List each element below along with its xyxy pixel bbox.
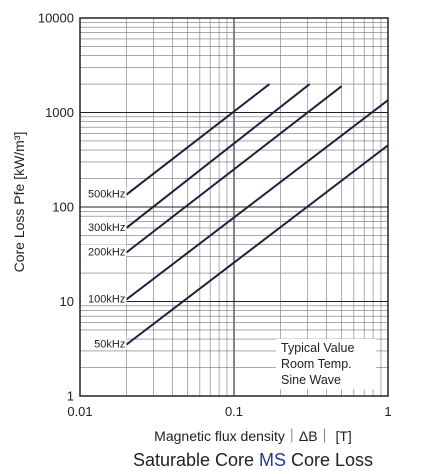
note-sine-wave: Sine Wave [281, 373, 341, 387]
plot-frame [79, 17, 389, 397]
series-label-100khz: 100kHz [88, 293, 125, 305]
series-label-300khz: 300kHz [88, 222, 125, 234]
chart-title: Saturable Core MS Core Loss [133, 450, 373, 470]
series-label-backdrop [81, 336, 127, 350]
title-accent: MS [259, 450, 286, 470]
y-tick-label: 100 [52, 200, 74, 215]
series-labels: 500kHz 300kHz 200kHz 100kHz 50kHz [81, 186, 127, 351]
series-label-50khz: 50kHz [94, 339, 125, 351]
note-room-temp: Room Temp. [281, 357, 352, 371]
x-axis-title: Magnetic flux density｜ΔB｜ [T] [154, 428, 352, 444]
series-label-backdrop [81, 291, 127, 305]
note-typical-value: Typical Value [281, 341, 354, 355]
series-lines [125, 83, 389, 346]
x-tick-label: 0.1 [225, 404, 243, 419]
series-label-backdrop [81, 186, 127, 200]
plot-grid [80, 18, 388, 396]
y-tick-label: 10000 [38, 11, 74, 26]
series-label-backdrop [81, 244, 127, 258]
title-prefix: Saturable Core [133, 450, 259, 470]
series-label-backdrop [81, 219, 127, 233]
series-label-200khz: 200kHz [88, 247, 125, 259]
series-label-500khz: 500kHz [88, 189, 125, 201]
series-line-100khz [125, 99, 389, 301]
y-axis-title: Core Loss Pfe [kW/m³] [11, 132, 27, 273]
y-tick-label: 1000 [45, 105, 74, 120]
series-line-500khz [125, 83, 271, 196]
conditions-note: Typical Value Room Temp. Sine Wave [276, 339, 376, 389]
series-line-300khz [125, 83, 311, 229]
x-tick-label: 0.01 [67, 404, 92, 419]
series-line-200khz [125, 85, 343, 254]
x-tick-label: 1 [384, 404, 391, 419]
y-tick-label: 1 [67, 389, 74, 404]
series-line-50khz [125, 144, 389, 346]
conditions-note-backdrop [276, 339, 376, 389]
y-tick-label: 10 [60, 294, 74, 309]
tick-labels: 0.01 0.1 1 1 10 100 1000 10000 [38, 11, 392, 420]
title-suffix: Core Loss [286, 450, 373, 470]
